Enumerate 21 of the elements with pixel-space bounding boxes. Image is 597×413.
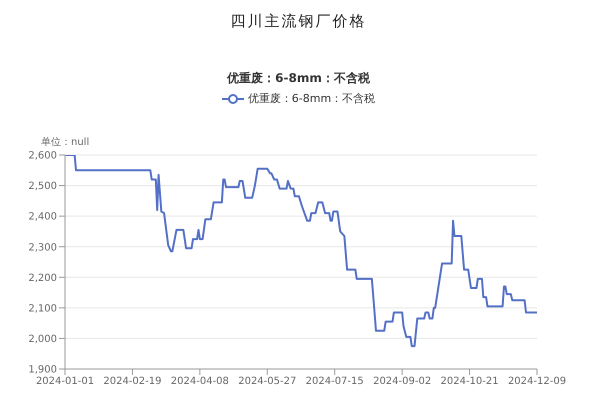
line-series xyxy=(65,155,537,348)
y-tick-label: 2,500 xyxy=(28,181,57,192)
x-tick-label: 2024-09-02 xyxy=(373,376,432,388)
y-tick-label: 2,300 xyxy=(28,242,57,254)
x-tick-label: 2024-12-09 xyxy=(508,376,566,388)
chart-title: 四川主流钢厂价格 xyxy=(230,12,368,31)
legend-label: 优重废：6-8mm：不含税 xyxy=(246,91,376,106)
y-tick-label: 1,900 xyxy=(28,364,57,376)
y-tick-label: 2,400 xyxy=(28,212,57,223)
y-tick-label: 2,600 xyxy=(28,150,57,162)
x-tick-label: 2024-10-21 xyxy=(440,376,499,388)
x-tick-label: 2024-07-15 xyxy=(306,376,364,388)
x-tick-label: 2024-04-08 xyxy=(170,376,229,388)
x-tick-label: 2024-05-27 xyxy=(238,376,296,388)
x-tick-label: 2024-02-19 xyxy=(103,376,162,388)
y-tick-label: 2,000 xyxy=(28,334,57,345)
y-tick-label: 2,200 xyxy=(28,272,57,284)
x-tick-label: 2024-01-01 xyxy=(36,376,94,388)
y-axis-title: 单位：null xyxy=(41,136,90,149)
chart-subtitle: 优重废：6-8mm：不含税 xyxy=(226,70,371,87)
y-tick-label: 2,100 xyxy=(28,303,57,314)
